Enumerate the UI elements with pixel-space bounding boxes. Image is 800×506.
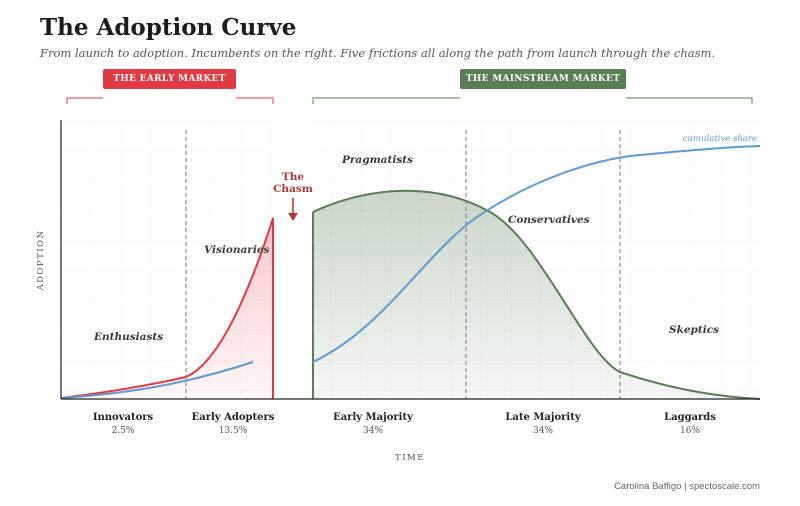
mainstream-market-badge: THE MAINSTREAM MARKET (460, 69, 626, 89)
segment-dividers (185, 130, 621, 399)
cumulative-share-label: cumulative share (683, 134, 757, 144)
chasm-label-line2: Chasm (273, 183, 313, 195)
segment-name-laggards: Laggards (664, 412, 716, 423)
segment-name-early-majority: Early Majority (333, 412, 414, 423)
cumulative-share-curve-mainstream (312, 145, 761, 363)
mainstream-market-bracket (312, 97, 753, 104)
segment-pct-laggards: 16% (680, 426, 700, 436)
segment-pct-late-majority: 34% (533, 426, 553, 436)
segment-name-early-adopters: Early Adopters (192, 412, 275, 423)
cumulative-share-curve-early (60, 361, 254, 399)
mainstream-market-curve (312, 189, 761, 400)
label-skeptics: Skeptics (669, 324, 719, 336)
label-pragmatists: Pragmatists (341, 154, 413, 166)
mainstream-market-area (313, 190, 760, 399)
x-axis-label: TIME (395, 453, 425, 463)
early-market-bracket (66, 97, 274, 104)
credit-line: Carolina Baffigo | spectoscale.com (614, 481, 760, 492)
page-subtitle: From launch to adoption. Incumbents on t… (40, 46, 716, 60)
segment-name-innovators: Innovators (93, 412, 154, 423)
segment-pct-early-majority: 34% (363, 426, 383, 436)
label-enthusiasts: Enthusiasts (93, 331, 163, 343)
early-market-area (61, 218, 273, 399)
segment-pct-innovators: 2.5% (112, 426, 135, 436)
chasm-arrow-icon (288, 198, 298, 221)
y-axis-label: ADOPTION (36, 229, 46, 291)
chasm-label-line1: The (282, 171, 304, 183)
early-market-badge: THE EARLY MARKET (103, 69, 236, 89)
segment-pct-early-adopters: 13.5% (219, 426, 248, 436)
early-market-curve (60, 217, 274, 399)
label-conservatives: Conservatives (508, 214, 590, 226)
chasm-gap (273, 120, 313, 399)
label-visionaries: Visionaries (204, 244, 269, 256)
segment-name-late-majority: Late Majority (505, 412, 581, 423)
page-title: The Adoption Curve (40, 14, 297, 41)
